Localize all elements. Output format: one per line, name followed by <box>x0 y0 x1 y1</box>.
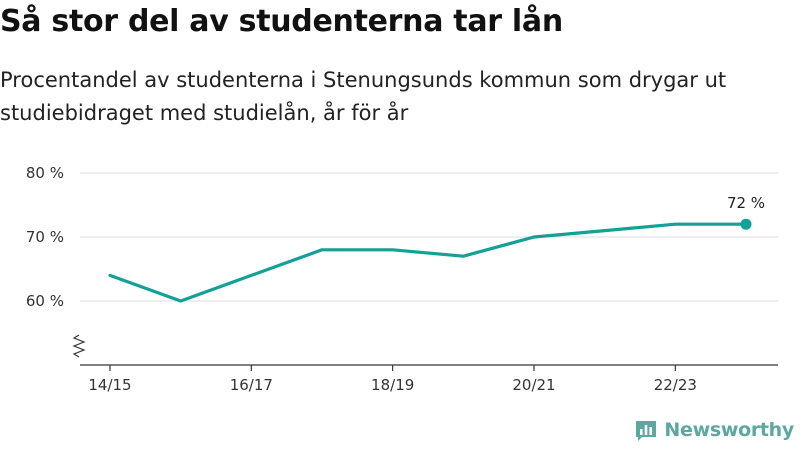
x-axis-ticks: 14/15 16/17 18/19 20/21 22/23 <box>88 365 697 394</box>
chart-subtitle: Procentandel av studenterna i Stenungsun… <box>0 68 727 125</box>
brand-name: Newsworthy <box>664 419 794 441</box>
end-point-marker <box>740 218 752 230</box>
series-layer <box>108 218 752 303</box>
end-value-label: 72 % <box>727 194 765 212</box>
grid-lines <box>80 172 778 302</box>
y-axis-ticks: 60 % 70 % 80 % <box>26 164 86 358</box>
x-tick-label: 14/15 <box>88 376 131 394</box>
x-tick-label: 18/19 <box>371 376 414 394</box>
series-line <box>108 222 748 303</box>
bar-chart-logo-icon <box>636 421 657 441</box>
chart-title: Så stor del av studenterna tar lån <box>0 4 563 39</box>
y-tick-label: 70 % <box>26 228 64 246</box>
x-tick-label: 22/23 <box>654 376 697 394</box>
line-chart: 60 % 70 % 80 % 14/15 16/17 18/19 20/21 22/23 7… <box>26 164 778 394</box>
newsworthy-logo: Newsworthy <box>634 416 794 444</box>
data-labels: 72 % <box>727 194 765 212</box>
y-tick-label: 80 % <box>26 164 64 182</box>
x-tick-label: 20/21 <box>512 376 555 394</box>
x-tick-label: 16/17 <box>230 376 273 394</box>
y-tick-label: 60 % <box>26 292 64 310</box>
axis-break-icon <box>72 334 86 358</box>
